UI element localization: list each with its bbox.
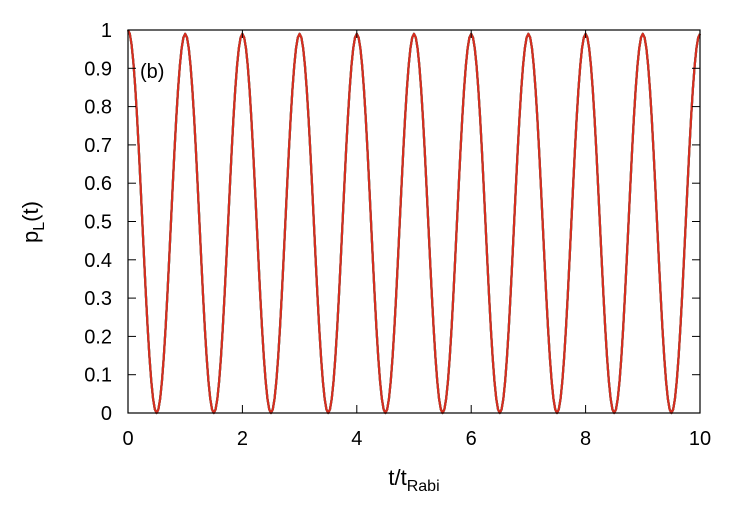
series-line-2 [127, 29, 701, 415]
panel-label: (b) [140, 61, 164, 83]
plot-frame [127, 29, 701, 414]
y-tick-label: 1 [101, 20, 112, 42]
y-tick-label: 0.2 [84, 326, 112, 348]
series-line-4 [127, 29, 701, 415]
y-tick-label: 0.6 [84, 173, 112, 195]
x-tick-label: 0 [122, 428, 133, 450]
x-tick-label: 6 [466, 428, 477, 450]
y-tick-label: 0.4 [84, 250, 112, 272]
x-tick-label: 10 [689, 428, 711, 450]
y-axis-title: pL(t) [18, 201, 48, 243]
y-tick-label: 0 [101, 403, 112, 425]
x-tick-label: 2 [237, 428, 248, 450]
y-tick-label: 0.3 [84, 288, 112, 310]
y-tick-label: 0.7 [84, 135, 112, 157]
y-tick-label: 0.5 [84, 212, 112, 234]
y-tick-label: 0.8 [84, 97, 112, 119]
x-axis-title: t/tRabi [388, 465, 439, 495]
ticks-layer: 0 2 4 6 8 10 0 0.1 0.2 0.3 0.4 0.5 0.6 0.7 0.8 0.9 1 [84, 20, 711, 450]
x-tick-label: 8 [580, 428, 591, 450]
series-line-3 [127, 29, 701, 415]
y-tick-label: 0.9 [84, 58, 112, 80]
y-tick-label: 0.1 [84, 365, 112, 387]
series-line-1 [127, 29, 701, 415]
series-layer [127, 29, 701, 415]
x-tick-label: 4 [351, 428, 362, 450]
